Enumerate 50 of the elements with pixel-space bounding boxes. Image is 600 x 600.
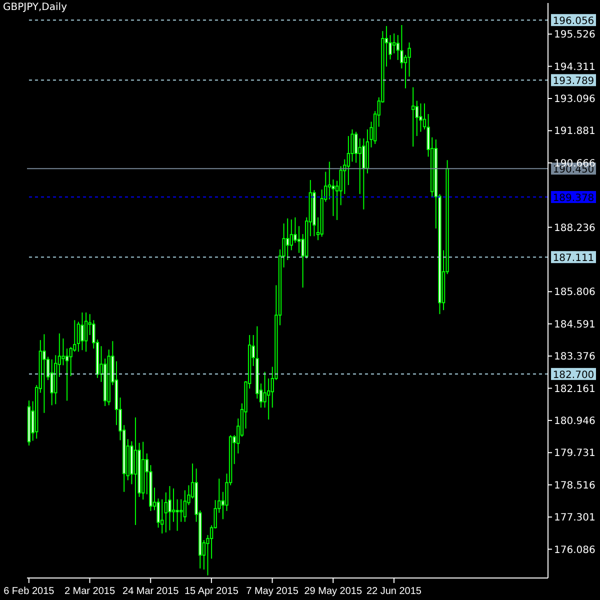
x-tick-label: 15 Apr 2015 xyxy=(184,586,239,597)
y-tick-label: 179.731 xyxy=(554,448,596,460)
candlestick xyxy=(297,226,301,254)
y-tick-label: 185.806 xyxy=(554,287,596,298)
ref-line-label: 187.111 xyxy=(552,253,594,264)
candlestick xyxy=(286,218,290,261)
y-tick-label: 176.086 xyxy=(554,544,596,556)
y-tick-label: 193.096 xyxy=(554,94,596,106)
candlestick xyxy=(354,131,358,164)
candlestick xyxy=(42,334,46,414)
y-tick-label: 183.376 xyxy=(554,352,596,363)
y-tick-label: 191.881 xyxy=(554,126,596,138)
candlestick xyxy=(172,488,176,522)
y-tick-label: 194.311 xyxy=(554,62,596,73)
y-tick-label: 180.946 xyxy=(554,416,596,427)
y-tick-label: 184.591 xyxy=(554,319,596,330)
candlestick xyxy=(168,486,172,531)
ref-line-label: 189.378 xyxy=(552,193,594,204)
candlestick xyxy=(183,490,187,522)
candlestick xyxy=(411,86,415,148)
candlestick xyxy=(180,498,183,522)
y-tick-label: 178.516 xyxy=(554,480,596,492)
x-tick-label: 7 May 2015 xyxy=(246,586,299,597)
candlestick xyxy=(392,32,396,54)
y-tick-label: 188.236 xyxy=(554,222,596,234)
y-tick-label: 177.301 xyxy=(554,512,596,524)
x-tick-label: 6 Feb 2015 xyxy=(4,586,55,597)
candlestick xyxy=(290,218,293,251)
candlestick xyxy=(62,338,65,366)
candlestick xyxy=(160,498,164,534)
candlestick xyxy=(84,312,88,352)
x-tick-label: 2 Mar 2015 xyxy=(64,586,116,597)
x-tick-label: 24 Mar 2015 xyxy=(122,586,180,597)
ref-line-label: 196.056 xyxy=(552,16,594,28)
candlestick xyxy=(65,348,69,402)
candlestick xyxy=(134,416,138,526)
candlestick xyxy=(415,100,418,137)
x-tick-label: 22 Jun 2015 xyxy=(366,586,422,597)
y-tick-label: 182.161 xyxy=(554,384,596,395)
candlestick xyxy=(50,358,54,406)
candlestick xyxy=(362,138,366,210)
candlestick xyxy=(358,138,362,195)
x-tick-label: 29 May 2015 xyxy=(304,586,362,597)
candlestick xyxy=(80,312,84,351)
y-tick-label: 195.526 xyxy=(554,30,596,41)
candlestick xyxy=(419,102,422,132)
ref-line-label: 193.789 xyxy=(552,76,594,88)
candlestick xyxy=(176,498,179,532)
chart-title: GBPJPY,Daily xyxy=(3,2,67,13)
ref-line-label: 182.700 xyxy=(552,370,594,381)
